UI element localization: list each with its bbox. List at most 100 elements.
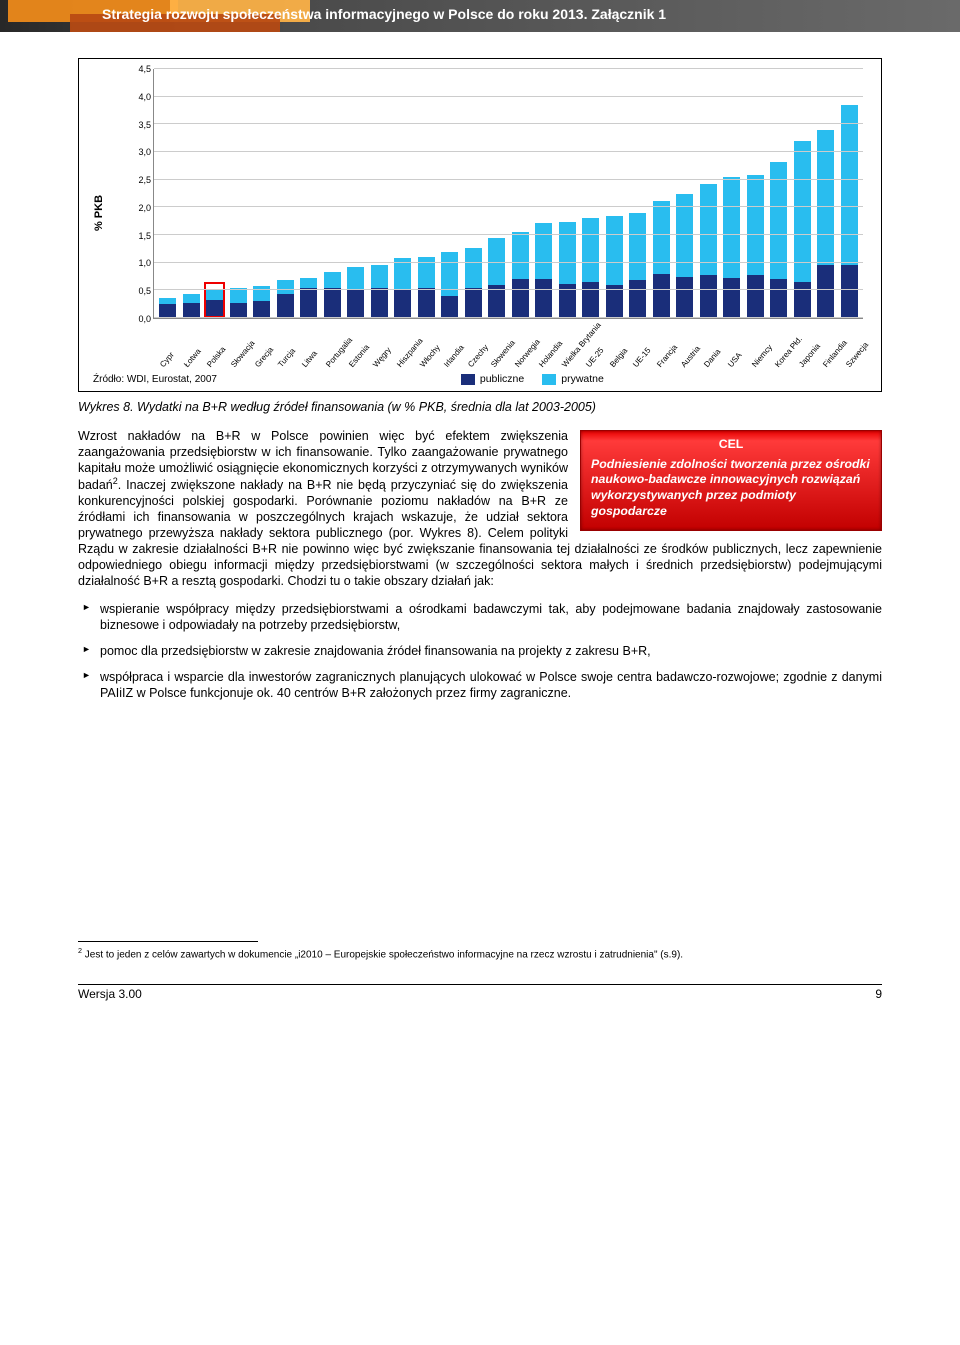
x-tick-label: Finlandia <box>821 338 849 369</box>
bar-segment-prywatne <box>277 280 294 294</box>
bar-column <box>180 69 204 318</box>
y-tick-label: 0,5 <box>138 286 151 296</box>
cel-text: Podniesienie zdolności tworzenia przez o… <box>591 457 871 520</box>
bar-segment-publiczne <box>465 288 482 318</box>
bar-column <box>603 69 627 318</box>
footnote-separator <box>78 941 258 942</box>
bar-segment-prywatne <box>371 265 388 287</box>
bar-column <box>791 69 815 318</box>
x-tick-label: Francja <box>655 343 679 369</box>
x-tick-label: Polska <box>205 345 227 369</box>
x-tick-label: UE-15 <box>631 346 652 369</box>
x-tick-label: Irlandia <box>442 343 466 369</box>
chart-legend: publiczne prywatne <box>461 373 604 385</box>
bar-segment-publiczne <box>629 280 646 318</box>
bar-column <box>156 69 180 318</box>
chart-plot-area: % PKB 0,00,51,01,52,02,53,03,54,04,5 Cyp… <box>129 69 867 369</box>
y-tick-label: 2,0 <box>138 203 151 213</box>
bar-segment-publiczne <box>441 296 458 318</box>
bar-column <box>814 69 838 318</box>
bar-segment-prywatne <box>747 175 764 275</box>
bar-column <box>650 69 674 318</box>
x-tick-label: Włochy <box>418 343 442 369</box>
bar-segment-prywatne <box>324 272 341 287</box>
chart-plot <box>153 69 863 319</box>
bar-segment-prywatne <box>347 267 364 289</box>
bar-segment-publiczne <box>394 290 411 318</box>
y-tick-label: 3,5 <box>138 120 151 130</box>
bar-segment-publiczne <box>347 289 364 318</box>
footnote-text: Jest to jeden z celów zawartych w dokume… <box>82 949 683 960</box>
bullet-item: współpraca i wsparcie dla inwestorów zag… <box>78 669 882 701</box>
x-tick-label: USA <box>726 351 743 369</box>
chart-y-axis-label: % PKB <box>93 195 105 231</box>
x-tick-label: Austria <box>679 344 702 369</box>
chart-x-ticks: CyprŁotwaPolskaSłowacjaGrecjaTurcjaLitwa… <box>153 319 863 369</box>
bar-segment-publiczne <box>723 278 740 318</box>
bar-segment-prywatne <box>465 248 482 288</box>
y-tick-label: 2,5 <box>138 175 151 185</box>
bar-column <box>838 69 862 318</box>
bar-column <box>626 69 650 318</box>
bar-column <box>673 69 697 318</box>
bar-column <box>509 69 533 318</box>
bar-segment-publiczne <box>253 301 270 318</box>
x-tick-label: Japonia <box>797 342 822 369</box>
legend-swatch <box>542 374 556 385</box>
y-tick-label: 1,0 <box>138 258 151 268</box>
bar-column <box>368 69 392 318</box>
bullet-item: pomoc dla przedsiębiorstw w zakresie zna… <box>78 643 882 659</box>
bar-segment-publiczne <box>159 304 176 318</box>
bar-column <box>485 69 509 318</box>
bar-segment-prywatne <box>206 289 223 300</box>
bar-column <box>697 69 721 318</box>
bar-segment-prywatne <box>394 258 411 290</box>
bar-column <box>720 69 744 318</box>
bar-segment-prywatne <box>629 213 646 281</box>
bar-column <box>532 69 556 318</box>
bar-column <box>203 69 227 318</box>
bar-column <box>274 69 298 318</box>
x-tick-label: Litwa <box>300 349 319 369</box>
y-tick-label: 1,5 <box>138 231 151 241</box>
body-text: CEL Podniesienie zdolności tworzenia prz… <box>78 428 882 701</box>
legend-item-prywatne: prywatne <box>542 373 604 385</box>
bar-column <box>391 69 415 318</box>
y-tick-label: 3,0 <box>138 147 151 157</box>
bar-segment-prywatne <box>606 216 623 285</box>
bar-column <box>462 69 486 318</box>
bar-column <box>297 69 321 318</box>
footer-page-number: 9 <box>875 987 882 1001</box>
x-tick-label: Słowenia <box>489 338 517 369</box>
header-title: Strategia rozwoju społeczeństwa informac… <box>102 6 666 22</box>
x-tick-label: Czechy <box>466 343 490 369</box>
page-header-band: Strategia rozwoju społeczeństwa informac… <box>0 0 960 32</box>
legend-label: publiczne <box>480 373 524 385</box>
bar-column <box>744 69 768 318</box>
chart-bars-row <box>154 69 863 318</box>
cel-title: CEL <box>591 437 871 453</box>
bar-segment-prywatne <box>512 232 529 279</box>
y-tick-label: 0,0 <box>138 314 151 324</box>
x-tick-label: Łotwa <box>182 347 203 369</box>
bar-segment-prywatne <box>183 294 200 303</box>
chart-footer: Źródło: WDI, Eurostat, 2007 publiczne pr… <box>93 373 867 385</box>
bar-segment-prywatne <box>723 177 740 278</box>
bar-segment-publiczne <box>324 288 341 318</box>
bar-segment-publiczne <box>206 300 223 318</box>
bar-segment-publiczne <box>300 288 317 318</box>
bar-column <box>556 69 580 318</box>
bullet-item: wspieranie współpracy między przedsiębio… <box>78 601 882 633</box>
bar-column <box>344 69 368 318</box>
bar-segment-publiczne <box>512 279 529 318</box>
legend-item-publiczne: publiczne <box>461 373 524 385</box>
bar-segment-publiczne <box>183 303 200 318</box>
cel-highlight-box: CEL Podniesienie zdolności tworzenia prz… <box>580 430 882 531</box>
bar-segment-publiczne <box>794 282 811 318</box>
bar-segment-publiczne <box>230 303 247 318</box>
bar-segment-prywatne <box>653 201 670 274</box>
x-tick-label: UE-25 <box>584 346 605 369</box>
x-tick-label: Grecja <box>253 345 275 369</box>
bar-segment-publiczne <box>747 275 764 318</box>
x-tick-label: Cypr <box>158 350 176 369</box>
